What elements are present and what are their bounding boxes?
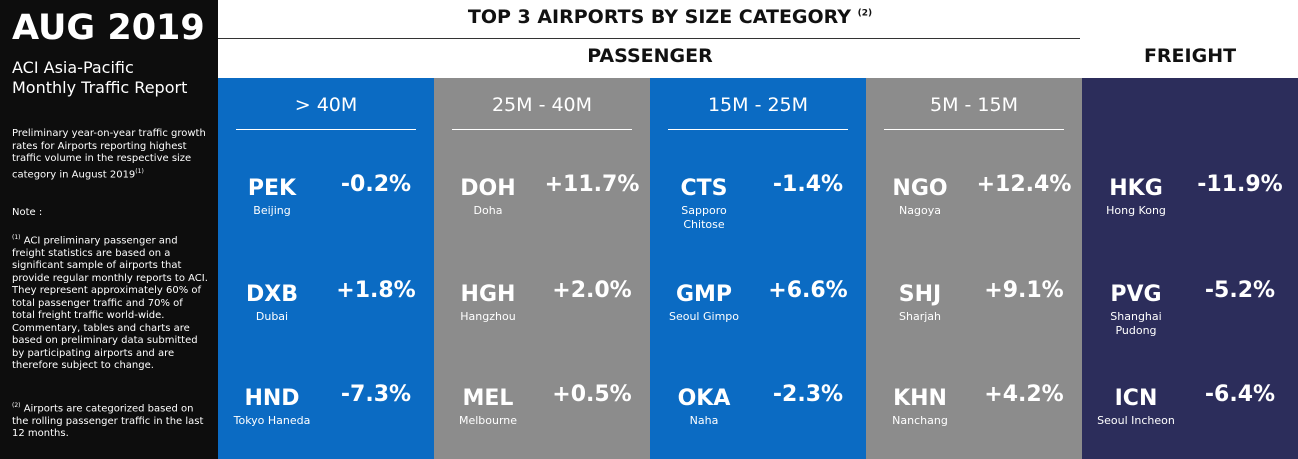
sidebar: AUG 2019 ACI Asia-Pacific Monthly Traffic… <box>0 0 218 459</box>
airport-code: PEK <box>247 176 297 201</box>
main-title: TOP 3 AIRPORTS BY SIZE CATEGORY (2) <box>218 6 1122 28</box>
growth-rate: -11.9% <box>1197 172 1283 197</box>
category-label: > 40M <box>294 94 358 116</box>
airport-city: Sharjah <box>899 310 941 323</box>
footnote-mark: (1) <box>135 167 144 175</box>
subtitle: ACI Asia-Pacific Monthly Traffic Report <box>12 58 187 98</box>
airport-code: MEL <box>462 386 514 411</box>
category-underline <box>668 129 848 130</box>
airport-city: Beijing <box>253 204 291 217</box>
airport-code: CTS <box>680 176 728 201</box>
airport-code: PVG <box>1110 282 1162 307</box>
growth-rate: +6.6% <box>768 278 848 303</box>
growth-rate: +2.0% <box>552 278 632 303</box>
passenger-label: PASSENGER <box>587 45 713 67</box>
growth-rate: -1.4% <box>772 172 844 197</box>
category-underline <box>452 129 632 130</box>
divider <box>218 38 1080 39</box>
airport-code: ICN <box>1114 386 1158 411</box>
growth-rate: -2.3% <box>772 382 844 407</box>
airport-code: HKG <box>1109 176 1163 201</box>
growth-rate: +11.7% <box>544 172 640 197</box>
growth-rate: -5.2% <box>1204 278 1276 303</box>
subtitle-line: ACI Asia-Pacific <box>12 58 134 77</box>
airport-code: DOH <box>460 176 516 201</box>
airport-city: Dubai <box>255 310 289 323</box>
main-title-text: TOP 3 AIRPORTS BY SIZE CATEGORY <box>467 6 852 28</box>
freight-label: FREIGHT <box>1143 45 1237 67</box>
airport-city: Seoul Gimpo <box>668 310 739 323</box>
category-column: 15M - 25M CTS Sapporo Chitose -1.4% GMP Seoul… <box>650 78 866 459</box>
airport-code: HND <box>244 386 300 411</box>
growth-rate: +4.2% <box>984 382 1064 407</box>
airport-city: Doha <box>473 204 503 217</box>
category-label: 5M - 15M <box>930 94 1018 116</box>
note-label: Note : <box>12 207 43 218</box>
airport-city: Seoul Incheon <box>1097 414 1175 427</box>
category-column: 5M - 15M NGO Nagoya +12.4% SHJ Sharjah +9.1% KH… <box>866 78 1082 459</box>
category-column: HKG Hong Kong -11.9% PVG Shanghai Pudong -5.2… <box>1082 78 1298 459</box>
growth-rate: +9.1% <box>984 278 1064 303</box>
airport-code: GMP <box>675 282 733 307</box>
airport-city: Sapporo Chitose <box>681 204 727 231</box>
growth-rate: +0.5% <box>552 382 632 407</box>
footnote-mark: (2) <box>12 402 21 409</box>
category-label: 25M - 40M <box>491 94 593 116</box>
note: (1) ACI preliminary passenger and freigh… <box>12 232 208 373</box>
note: (2) Airports are categorized based on th… <box>12 400 208 441</box>
description: Preliminary year-on-year traffic growth … <box>12 128 208 181</box>
airport-city: Nanchang <box>892 414 948 427</box>
airport-code: SHJ <box>898 282 942 307</box>
airport-city: Tokyo Haneda <box>233 414 311 427</box>
airport-city: Shanghai Pudong <box>1110 310 1162 337</box>
growth-rate: +1.8% <box>336 278 416 303</box>
subtitle-line: Monthly Traffic Report <box>12 78 188 97</box>
growth-rate: -7.3% <box>340 382 412 407</box>
airport-city: Naha <box>689 414 719 427</box>
description-text: Preliminary year-on-year traffic growth … <box>12 128 206 180</box>
category-label: 15M - 25M <box>707 94 809 116</box>
airport-city: Nagoya <box>899 204 941 217</box>
airport-code: DXB <box>246 282 298 307</box>
category-underline <box>236 129 416 130</box>
airport-city: Hangzhou <box>460 310 516 323</box>
airport-code: NGO <box>892 176 948 201</box>
airport-code: OKA <box>677 386 731 411</box>
growth-rate: -6.4% <box>1204 382 1276 407</box>
airport-code: HGH <box>460 282 516 307</box>
airport-city: Melbourne <box>458 414 518 427</box>
report-title: AUG 2019 <box>12 8 205 48</box>
category-column: > 40M PEK Beijing -0.2% DXB Dubai +1.8% HND Toky… <box>218 78 434 459</box>
footnote-mark: (2) <box>857 8 873 19</box>
growth-rate: +12.4% <box>976 172 1072 197</box>
note-text: ACI preliminary passenger and freight st… <box>12 235 208 372</box>
footnote-mark: (1) <box>12 234 21 241</box>
airport-city: Hong Kong <box>1106 204 1166 217</box>
category-underline <box>884 129 1064 130</box>
growth-rate: -0.2% <box>340 172 412 197</box>
category-column: 25M - 40M DOH Doha +11.7% HGH Hangzhou +2.0% ME… <box>434 78 650 459</box>
note-text: Airports are categorized based on the ro… <box>12 403 204 440</box>
airport-code: KHN <box>893 386 947 411</box>
